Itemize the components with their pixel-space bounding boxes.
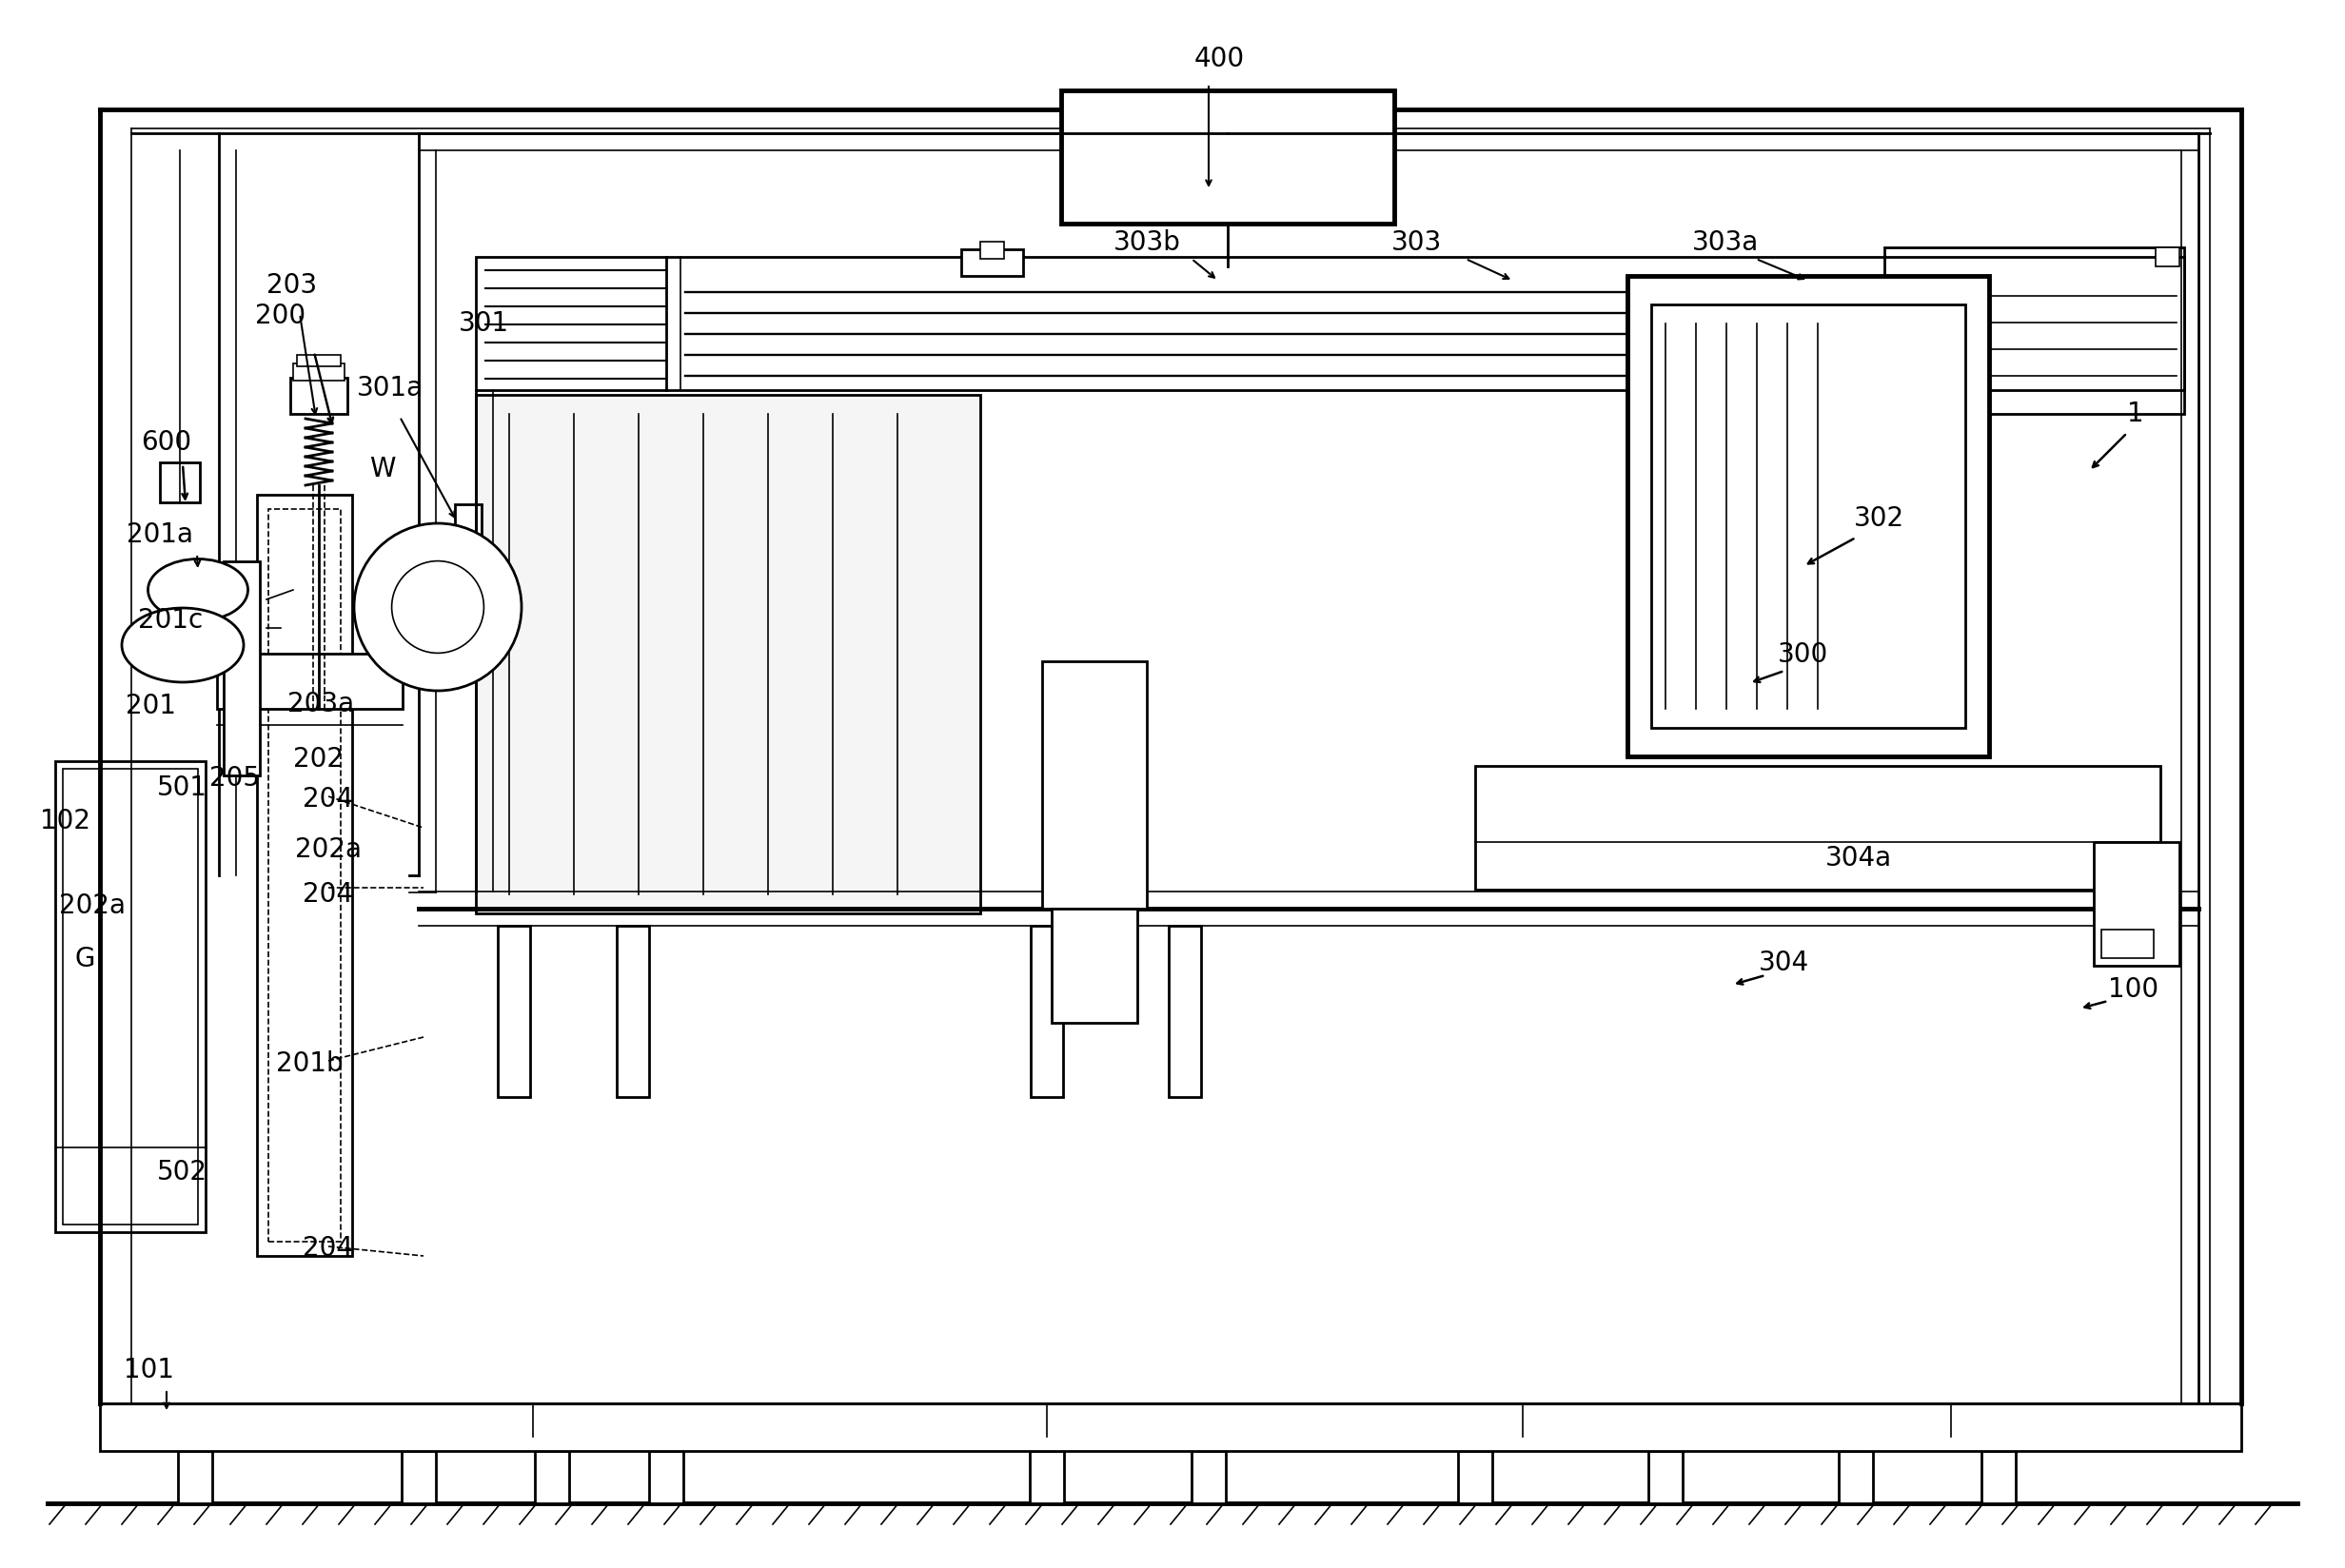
Text: 1: 1 (2127, 400, 2143, 426)
Text: 201a: 201a (127, 522, 192, 549)
Text: 302: 302 (1855, 505, 1904, 532)
Bar (2094, 842, 2179, 966)
Text: 203a: 203a (288, 691, 354, 718)
Bar (535, 1450, 570, 1504)
Bar (1168, 925, 1201, 1098)
Bar (980, 241, 1004, 259)
Ellipse shape (122, 608, 244, 682)
Text: 303: 303 (1391, 229, 1442, 256)
Text: 600: 600 (141, 430, 192, 456)
Text: 303a: 303a (1693, 229, 1759, 256)
Bar (1459, 1450, 1491, 1504)
Text: 100: 100 (2108, 977, 2160, 1004)
Bar (63, 768, 197, 1225)
Text: 202: 202 (293, 746, 345, 773)
Text: 200: 200 (256, 303, 305, 329)
Text: 303b: 303b (1114, 229, 1182, 256)
Bar (1062, 91, 1395, 224)
Text: 201b: 201b (277, 1051, 342, 1077)
Bar (223, 561, 260, 776)
Bar (293, 364, 345, 381)
Text: 201c: 201c (138, 607, 204, 633)
Bar (291, 378, 347, 414)
Bar (455, 505, 481, 676)
Bar (56, 760, 206, 1232)
Bar (2101, 930, 2153, 958)
Text: 102: 102 (40, 808, 91, 834)
Text: 301: 301 (460, 310, 509, 337)
Bar (961, 249, 1022, 276)
Bar (1651, 304, 1965, 728)
Bar (159, 463, 199, 502)
Bar (1191, 1450, 1226, 1504)
Bar (1051, 908, 1137, 1022)
Bar (1838, 1450, 1874, 1504)
Bar (1032, 925, 1062, 1098)
Bar (476, 257, 2183, 390)
Text: 304a: 304a (1824, 845, 1892, 872)
Circle shape (392, 561, 483, 654)
Bar (2155, 248, 2179, 267)
Bar (617, 925, 650, 1098)
Ellipse shape (148, 558, 249, 621)
Bar (101, 1403, 2242, 1450)
Bar (1885, 248, 2183, 414)
Text: 204: 204 (303, 881, 354, 908)
Bar (1475, 765, 2160, 889)
Bar (1982, 1450, 2017, 1504)
Bar (401, 1450, 436, 1504)
Text: 400: 400 (1194, 45, 1245, 72)
Text: 304: 304 (1759, 950, 1810, 977)
Text: 205: 205 (209, 765, 260, 792)
Bar (267, 510, 340, 1242)
Bar (178, 1450, 213, 1504)
Text: 201: 201 (127, 693, 176, 720)
Text: 101: 101 (124, 1356, 174, 1383)
Text: 204: 204 (303, 1236, 354, 1262)
Text: G: G (75, 946, 94, 972)
Bar (1029, 1450, 1065, 1504)
Bar (298, 354, 340, 367)
Text: 202a: 202a (59, 892, 127, 919)
Bar (650, 1450, 682, 1504)
Bar (1627, 276, 1989, 756)
Bar (1041, 662, 1147, 908)
Circle shape (354, 524, 521, 691)
Text: 202a: 202a (295, 836, 361, 862)
Bar (218, 654, 403, 709)
Text: 300: 300 (1778, 641, 1829, 668)
Text: 204: 204 (303, 786, 354, 812)
Bar (476, 395, 980, 914)
Bar (1649, 1450, 1684, 1504)
Text: 203: 203 (267, 273, 317, 299)
Text: 502: 502 (157, 1159, 206, 1185)
Bar (258, 495, 352, 1256)
Text: 501: 501 (157, 775, 206, 801)
Bar (497, 925, 530, 1098)
Text: 301a: 301a (356, 375, 424, 401)
Text: W: W (368, 456, 396, 483)
